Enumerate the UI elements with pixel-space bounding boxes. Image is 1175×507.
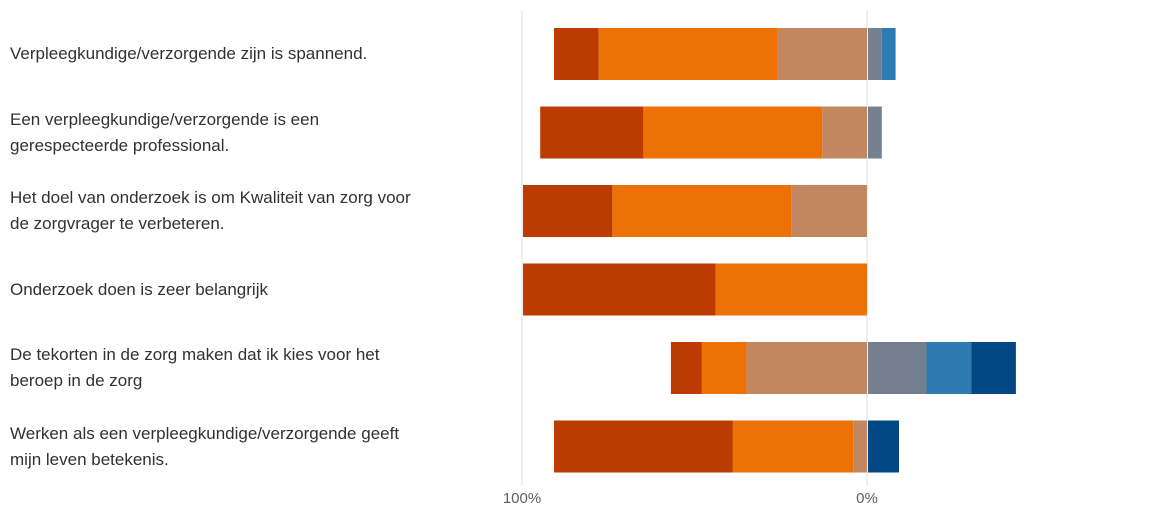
bar-segment-row3-left0[interactable] [523,263,716,316]
bar-segment-row4-left1[interactable] [701,342,747,394]
bar-segment-row2-left2[interactable] [791,185,867,237]
bar-segment-row4-left2[interactable] [746,342,867,394]
bar-segment-row5-right2[interactable] [868,420,899,473]
bar-segment-row2-left1[interactable] [612,185,792,237]
category-label: Onderzoek doen is zeer belangrijk [10,277,490,303]
category-label: Het doel van onderzoek is om Kwaliteit v… [10,185,490,237]
bar-segment-row0-right1[interactable] [881,28,896,80]
bar-segment-row1-right0[interactable] [868,106,882,159]
x-tick-label: 100% [503,490,541,507]
bar-segment-row0-left0[interactable] [554,28,599,80]
bar-segment-row0-left1[interactable] [598,28,778,80]
bar-segment-row5-left2[interactable] [853,420,867,473]
bar-segment-row2-left0[interactable] [523,185,613,237]
category-label: Een verpleegkundige/verzorgende is een ge… [10,107,490,159]
bar-segment-row3-left1[interactable] [715,263,867,316]
bar-segment-row0-right0[interactable] [868,28,882,80]
bar-segment-row1-left2[interactable] [822,106,867,159]
bar-segment-row4-left0[interactable] [670,342,702,394]
category-label-line: mijn leven betekenis. [10,449,169,469]
category-label-line: beroep in de zorg [10,371,143,390]
category-label: Werken als een verpleegkundige/verzorgen… [10,421,490,473]
category-label-line: Een verpleegkundige/verzorgende is een [10,109,320,129]
category-label-line: Het doel van onderzoek is om Kwaliteit v… [10,188,411,207]
bar-segment-row4-right2[interactable] [971,342,1016,394]
x-tick-label: 0% [856,490,878,507]
category-label-line: de zorgvrager te verbeteren. [10,214,225,233]
category-label-line: Onderzoek doen is zeer belangrijk [10,279,268,299]
category-label-line: gerespecteerde professional. [10,135,230,155]
category-label-line: Werken als een verpleegkundige/verzorgen… [10,423,400,443]
bar-segment-row1-left0[interactable] [540,106,644,159]
category-label: Verpleegkundige/verzorgende zijn is span… [10,41,490,67]
bar-segment-row1-left1[interactable] [643,106,823,159]
bar-segment-row5-left0[interactable] [554,420,733,473]
category-label: De tekorten in de zorg maken dat ik kies… [10,342,490,394]
bar-segment-row4-right1[interactable] [926,342,972,394]
category-label-line: De tekorten in de zorg maken dat ik kies… [10,345,380,364]
bar-segment-row0-left2[interactable] [777,28,867,80]
bar-segment-row4-right0[interactable] [868,342,927,394]
bar-segment-row5-left1[interactable] [732,420,854,473]
category-label-line: Verpleegkundige/verzorgende zijn is span… [10,44,368,63]
